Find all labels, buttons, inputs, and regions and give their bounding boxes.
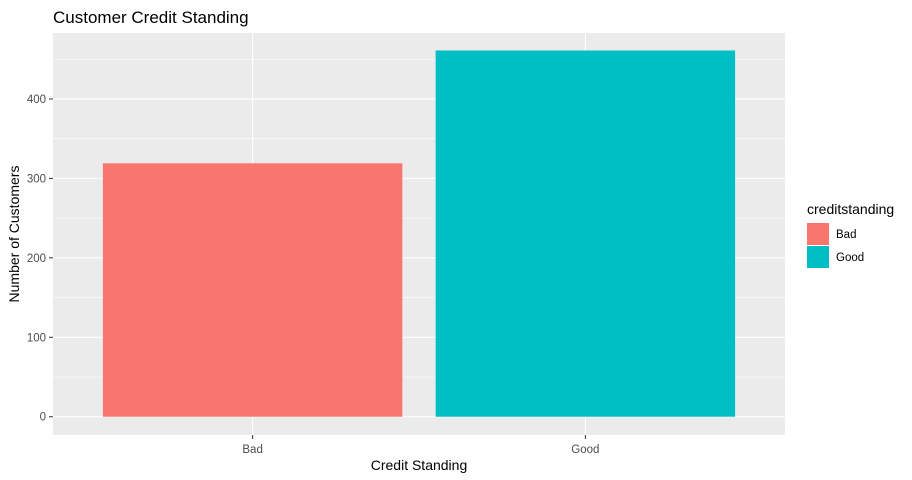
x-axis: Bad Good: [242, 435, 599, 456]
chart-title: Customer Credit Standing: [53, 8, 249, 27]
bar-good: [435, 50, 736, 417]
legend-label-good: Good: [836, 252, 864, 264]
legend-key-good: [807, 246, 829, 268]
x-tick-label: Bad: [242, 444, 262, 456]
y-tick-label: 400: [27, 94, 46, 106]
bars: [102, 50, 736, 417]
y-axis: 0 100 200 300 400: [27, 94, 53, 424]
y-tick-label: 300: [27, 173, 46, 185]
y-tick-label: 0: [40, 412, 46, 424]
legend: creditstanding Bad Good: [807, 201, 894, 268]
legend-title: creditstanding: [807, 201, 894, 217]
bar-bad: [102, 163, 403, 417]
y-tick-label: 100: [27, 332, 46, 344]
legend-key-bad: [807, 223, 829, 245]
legend-label-bad: Bad: [836, 229, 856, 241]
x-tick-label: Good: [571, 444, 599, 456]
y-tick-label: 200: [27, 253, 46, 265]
x-axis-title: Credit Standing: [371, 457, 468, 473]
y-axis-title: Number of Customers: [6, 166, 22, 303]
